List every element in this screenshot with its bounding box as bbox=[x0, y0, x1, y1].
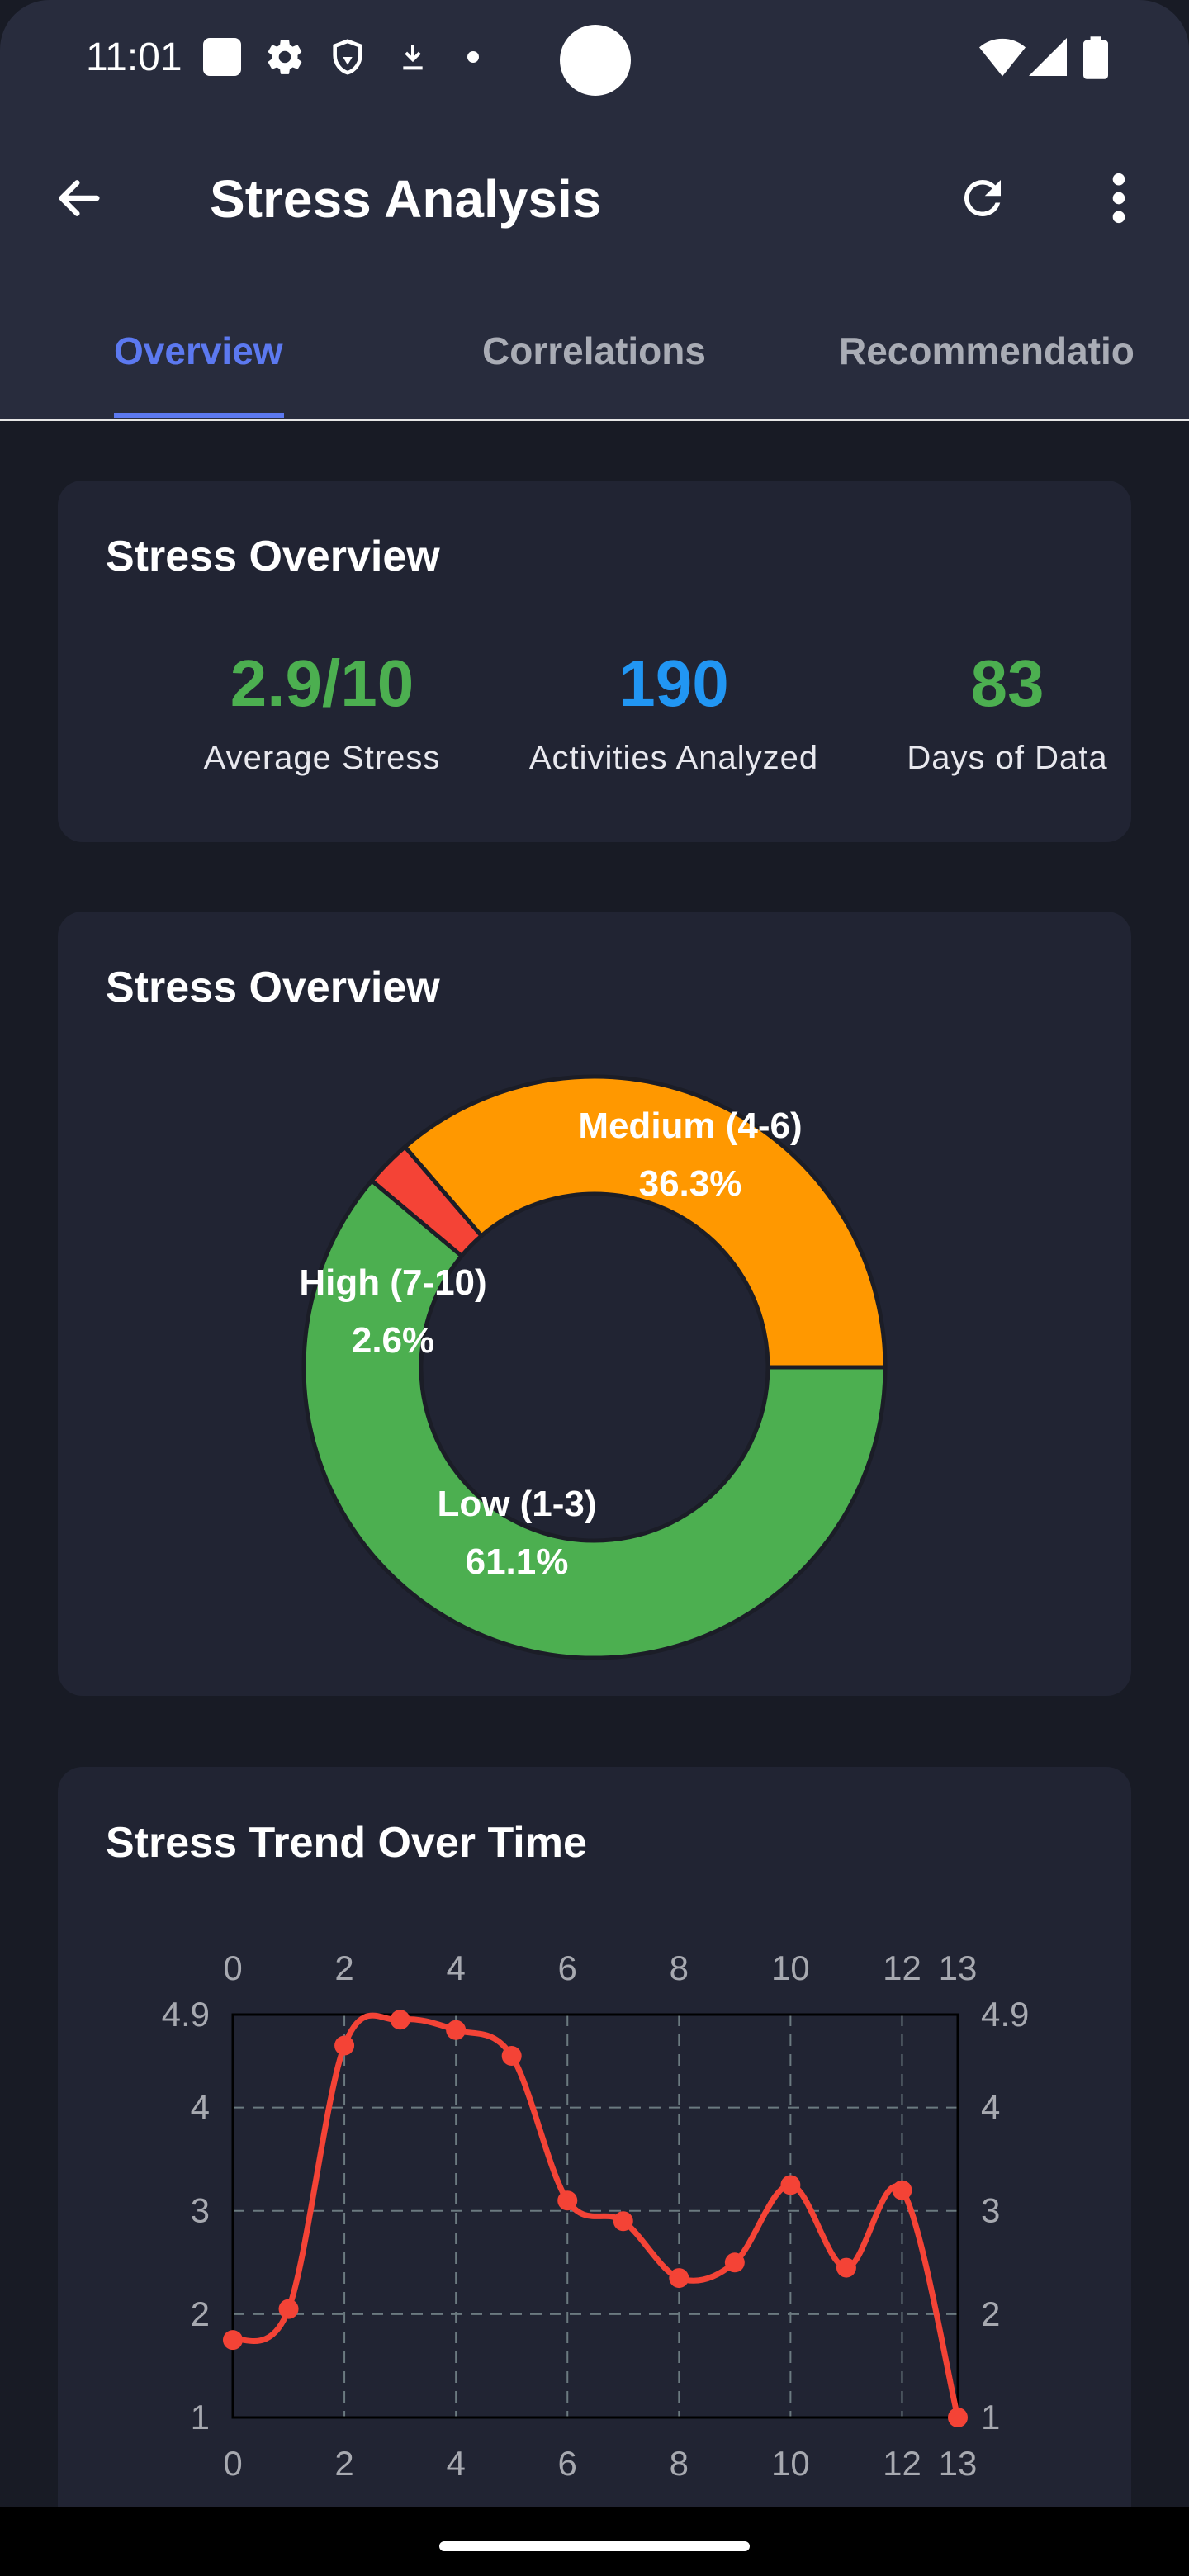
y-tick-label-right: 4.9 bbox=[981, 1995, 1029, 2034]
wifi-icon bbox=[979, 38, 1026, 77]
card-title: Stress Overview bbox=[106, 533, 440, 580]
slice-percent-label: 36.3% bbox=[639, 1163, 742, 1204]
y-tick-label-right: 2 bbox=[981, 2294, 1000, 2333]
x-tick-label-bottom: 8 bbox=[670, 2444, 689, 2483]
x-tick-label-top: 0 bbox=[223, 1949, 242, 1987]
status-time: 11:01 bbox=[86, 36, 182, 79]
gear-icon bbox=[268, 40, 302, 74]
stat-value: 83 bbox=[970, 646, 1045, 720]
slice-percent-label: 2.6% bbox=[352, 1320, 434, 1361]
data-point bbox=[334, 2035, 355, 2056]
slice-label: High (7-10) bbox=[299, 1262, 486, 1303]
arrow-left-icon bbox=[59, 180, 100, 216]
data-point bbox=[948, 2408, 968, 2427]
data-point bbox=[223, 2330, 243, 2351]
slice-percent-label: 61.1% bbox=[466, 1541, 569, 1582]
y-tick-label-left: 4.9 bbox=[162, 1995, 210, 2034]
x-tick-label-bottom: 0 bbox=[223, 2444, 242, 2483]
tab-recommendations[interactable]: Recommendatio bbox=[839, 329, 1135, 372]
x-tick-label-bottom: 2 bbox=[334, 2444, 353, 2483]
stat-label: Activities Analyzed bbox=[528, 740, 819, 776]
y-tick-label-left: 1 bbox=[191, 2398, 210, 2436]
x-tick-label-bottom: 4 bbox=[446, 2444, 465, 2483]
plot-frame bbox=[231, 2013, 959, 2419]
data-point bbox=[501, 2046, 522, 2067]
tab-indicator bbox=[114, 413, 284, 418]
battery-icon bbox=[1083, 36, 1108, 79]
y-tick-label-left: 2 bbox=[191, 2294, 210, 2333]
stress-trend-card: Stress Trend Over Time 0 0 2 2 4 4 6 6 8 8 10 10 12 1… bbox=[58, 1767, 1131, 2559]
x-tick-label-bottom: 6 bbox=[558, 2444, 577, 2483]
card-title: Stress Overview bbox=[106, 964, 440, 1011]
stat-value: 190 bbox=[618, 646, 729, 720]
data-point bbox=[892, 2180, 912, 2200]
y-tick-label-right: 1 bbox=[981, 2398, 1000, 2436]
shield-icon bbox=[333, 39, 362, 75]
system-nav-bar bbox=[0, 2507, 1189, 2576]
signal-icon bbox=[1029, 38, 1067, 76]
donut-slice bbox=[301, 1177, 888, 1660]
stat-label: Days of Data bbox=[907, 740, 1108, 776]
back-button[interactable] bbox=[46, 165, 112, 231]
more-vert-icon bbox=[1112, 173, 1125, 224]
y-tick-label-right: 4 bbox=[981, 2088, 1000, 2127]
data-point bbox=[557, 2190, 578, 2211]
app-bar: Stress Analysis bbox=[0, 124, 1189, 289]
data-point bbox=[278, 2299, 299, 2319]
x-tick-label-top: 6 bbox=[558, 1949, 577, 1987]
data-point bbox=[836, 2257, 856, 2278]
x-tick-label-top: 13 bbox=[939, 1949, 978, 1987]
activities-analyzed-stat: 190 Activities Analyzed bbox=[459, 646, 888, 777]
data-point bbox=[390, 2010, 410, 2030]
average-stress-stat: 2.9/10 Average Stress bbox=[107, 646, 537, 777]
tab-correlations[interactable]: Correlations bbox=[482, 329, 706, 372]
slice-label: Low (1-3) bbox=[437, 1484, 596, 1524]
stat-value: 2.9/10 bbox=[230, 646, 414, 720]
stress-overview-card: Stress Overview 2.9/10 Average Stress 19… bbox=[58, 481, 1131, 842]
slice-label: Medium (4-6) bbox=[578, 1106, 802, 1146]
x-tick-label-bottom: 13 bbox=[939, 2444, 978, 2483]
more-options-button[interactable] bbox=[1090, 165, 1148, 231]
x-tick-label-top: 12 bbox=[883, 1949, 921, 1987]
stat-label: Average Stress bbox=[203, 740, 441, 776]
stress-distribution-card: Stress Overview Low (1-3) 61.1% High (7-10… bbox=[58, 912, 1131, 1696]
x-tick-label-top: 4 bbox=[446, 1949, 465, 1987]
stress-donut-chart: Low (1-3) 61.1% High (7-10) 2.6% Medium (4-6… bbox=[299, 1074, 888, 1660]
data-point bbox=[446, 2020, 467, 2040]
donut-slice bbox=[402, 1074, 888, 1370]
x-tick-label-bottom: 12 bbox=[883, 2444, 921, 2483]
square-icon bbox=[203, 38, 241, 76]
y-tick-label-right: 3 bbox=[981, 2191, 1000, 2230]
refresh-button[interactable] bbox=[950, 165, 1016, 231]
refresh-icon bbox=[964, 179, 1001, 216]
stress-trend-line bbox=[231, 2012, 961, 2418]
x-tick-label-bottom: 10 bbox=[771, 2444, 810, 2483]
data-point bbox=[669, 2268, 689, 2289]
status-bar: 11:01 bbox=[0, 0, 1189, 124]
page-title: Stress Analysis bbox=[210, 169, 602, 229]
tab-bar: Overview Correlations Recommendatio bbox=[0, 289, 1189, 421]
y-tick-label-left: 3 bbox=[191, 2191, 210, 2230]
x-tick-label-top: 8 bbox=[670, 1949, 689, 1987]
home-handle[interactable] bbox=[439, 2541, 750, 2551]
y-tick-label-left: 4 bbox=[191, 2088, 210, 2127]
x-tick-label-top: 10 bbox=[771, 1949, 810, 1987]
tab-overview[interactable]: Overview bbox=[114, 329, 283, 372]
data-point bbox=[780, 2175, 801, 2195]
card-title: Stress Trend Over Time bbox=[106, 1819, 587, 1867]
download-icon bbox=[403, 45, 423, 70]
x-tick-label-top: 2 bbox=[334, 1949, 353, 1987]
dot-icon bbox=[467, 51, 479, 63]
front-camera bbox=[560, 25, 631, 96]
data-point bbox=[724, 2252, 745, 2273]
data-point bbox=[613, 2211, 633, 2232]
days-of-data-stat: 83 Days of Data bbox=[793, 646, 1189, 777]
